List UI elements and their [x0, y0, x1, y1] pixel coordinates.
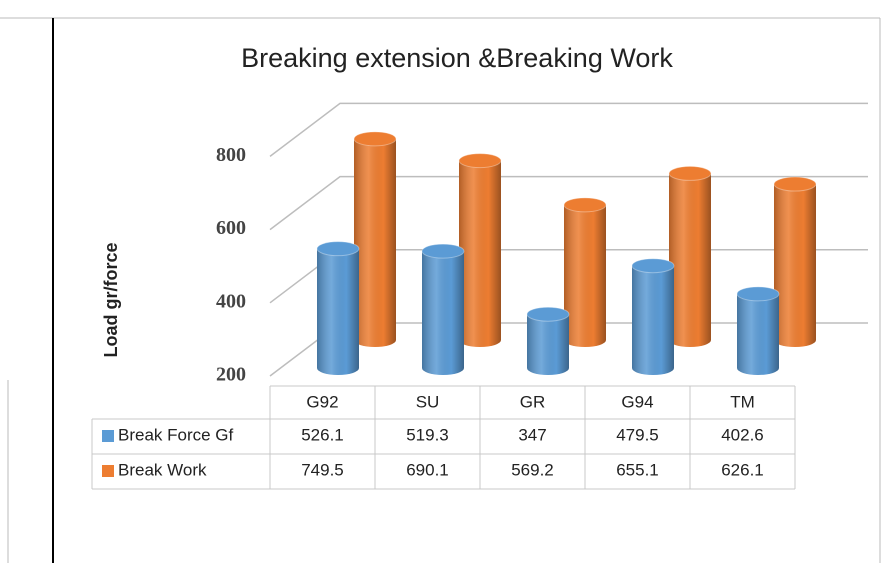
table-value: 347 [518, 425, 546, 444]
x-tick-label: G92 [306, 392, 338, 411]
cylinder-top [773, 176, 817, 192]
table-value: 526.1 [301, 425, 344, 444]
cylinder-shade [632, 265, 674, 375]
cylinder-top [458, 153, 502, 169]
cylinder-top [563, 197, 607, 213]
x-tick-label: G94 [621, 392, 653, 411]
y-axis-label: Load gr/force [101, 242, 121, 357]
y-tick-label: 200 [216, 364, 246, 386]
grid-line [269, 102, 868, 157]
y-tick-label: 800 [216, 144, 246, 166]
x-tick-label: SU [416, 392, 440, 411]
table-value: 402.6 [721, 425, 764, 444]
table-value: 655.1 [616, 460, 659, 479]
x-tick-label: TM [730, 392, 755, 411]
legend-swatch [102, 430, 114, 442]
cylinder-shade [669, 173, 711, 347]
cylinder-shade [564, 204, 606, 347]
chart-title: Breaking extension &Breaking Work [241, 43, 673, 73]
table-value: 749.5 [301, 460, 344, 479]
cylinder-shade [422, 251, 464, 375]
cylinder-shade [774, 184, 816, 347]
y-tick-label: 600 [216, 217, 246, 239]
cylinder-top [736, 286, 780, 302]
cylinder-shade [354, 138, 396, 347]
cylinder-shade [459, 160, 501, 347]
table-value: 479.5 [616, 425, 659, 444]
x-tick-label: GR [520, 392, 546, 411]
cylinder-top [316, 241, 360, 257]
cylinder-top [526, 306, 570, 322]
cylinder-top [668, 165, 712, 181]
cylinder-top [421, 243, 465, 259]
table-value: 626.1 [721, 460, 764, 479]
cylinder-shade [737, 293, 779, 375]
legend-label: Break Force Gf [118, 425, 234, 444]
cylinder-top [353, 131, 397, 147]
legend-swatch [102, 465, 114, 477]
table-value: 690.1 [406, 460, 449, 479]
table-value: 569.2 [511, 460, 554, 479]
legend-label: Break Work [118, 460, 207, 479]
cylinder-shade [317, 248, 359, 375]
y-tick-label: 400 [216, 290, 246, 312]
table-value: 519.3 [406, 425, 449, 444]
cylinder-shade [527, 314, 569, 375]
cylinder-top [631, 258, 675, 274]
